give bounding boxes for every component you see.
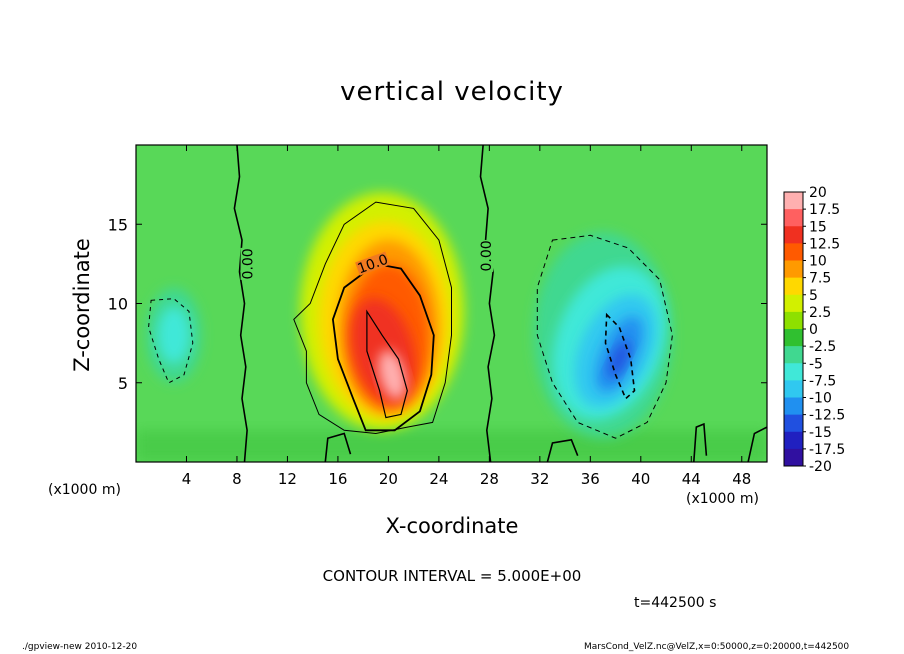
x-tick-label-28: 28 <box>480 470 499 488</box>
ground-contour-3 <box>693 422 708 462</box>
colorbar-swatch-12 <box>784 397 803 416</box>
x-tick-label-44: 44 <box>682 470 701 488</box>
colorbar-label-3: 12.5 <box>809 236 840 252</box>
contour-label-bg-1 <box>355 251 391 276</box>
colorbar-swatch-0 <box>784 192 803 210</box>
x-axis-label: X-coordinate <box>385 514 519 538</box>
contour-lines: 0.00 10.0 0.00 <box>148 145 767 462</box>
x-tick-label-20: 20 <box>379 470 398 488</box>
x-tick-label-16: 16 <box>328 470 347 488</box>
x-tick-label-48: 48 <box>732 470 751 488</box>
contour-15 <box>366 309 408 419</box>
ground-contour-2 <box>546 438 579 462</box>
colorbar-label-12: -10 <box>809 391 832 407</box>
ground-contour-4 <box>747 426 767 462</box>
colorbar-label-13: -12.5 <box>809 408 845 424</box>
contour-5 <box>293 201 452 435</box>
time-label: t=442500 s <box>634 595 717 611</box>
colorbar-swatch-8 <box>784 329 803 347</box>
colorbar-label-16: -20 <box>809 459 832 475</box>
y-tick-label-5: 5 <box>118 374 128 393</box>
contour-label-bg-0 <box>240 247 255 280</box>
y-axis: 5 10 15 <box>108 215 767 393</box>
colorbar-swatch-2 <box>784 226 803 244</box>
x-tick-label-40: 40 <box>631 470 650 488</box>
ground-contour-1 <box>324 432 352 462</box>
x-tick-label-4: 4 <box>182 470 192 488</box>
colorbar-swatch-7 <box>784 311 803 330</box>
y-axis-label: Z-coordinate <box>70 238 94 372</box>
contour-neg-left <box>148 298 194 384</box>
colorbar-label-5: 7.5 <box>809 271 831 287</box>
colorbar-swatch-13 <box>784 414 803 433</box>
x-tick-label-24: 24 <box>429 470 448 488</box>
x-unit-label-left: (x1000 m) <box>48 482 121 498</box>
zero-contour-left <box>233 145 248 462</box>
contour-neg-5 <box>536 234 673 439</box>
colorbar-swatch-6 <box>784 294 803 313</box>
contour-label-text-0: 0.00 <box>241 248 257 279</box>
x-tick-label-8: 8 <box>232 470 242 488</box>
x-tick-label-36: 36 <box>581 470 600 488</box>
zero-contour-right <box>479 145 496 462</box>
colorbar-swatch-5 <box>784 277 803 296</box>
colorbar-label-9: -2.5 <box>809 339 836 355</box>
colorbar-label-11: -7.5 <box>809 373 836 389</box>
contour-10 <box>331 262 435 432</box>
y-tick-label-10: 10 <box>108 295 128 314</box>
y-tick-label-15: 15 <box>108 215 128 234</box>
colorbar-label-2: 15 <box>809 219 827 235</box>
contour-label-bg-2 <box>479 239 494 272</box>
x-tick-label-32: 32 <box>530 470 549 488</box>
colorbar-label-4: 10 <box>809 254 827 270</box>
colorbar-label-7: 2.5 <box>809 305 831 321</box>
contour-interval: CONTOUR INTERVAL = 5.000E+00 <box>322 567 582 585</box>
colorbar-label-10: -5 <box>809 356 823 372</box>
colorbar-swatch-3 <box>784 243 803 261</box>
colorbar-swatch-15 <box>784 448 803 467</box>
contour-label-2: 0.00 <box>479 239 495 272</box>
colorbar-swatch-11 <box>784 380 803 398</box>
footer-left: ./gpview-new 2010-12-20 <box>22 642 138 652</box>
chart-title: vertical velocity <box>340 77 564 107</box>
colorbar-label-8: 0 <box>809 322 818 338</box>
field-lowlevel <box>136 430 767 462</box>
left-downdraft-core <box>157 306 191 364</box>
x-unit-label-right: (x1000 m) <box>686 491 759 507</box>
contour-label-text-2: 0.00 <box>479 240 495 271</box>
colorbar-label-15: -17.5 <box>809 442 845 458</box>
contour-label-0: 0.00 <box>240 247 257 280</box>
colorbar-label-0: 20 <box>809 185 827 201</box>
colorbar-swatch-9 <box>784 346 803 364</box>
x-axis: 4 8 12 16 20 24 28 32 36 40 44 48 <box>182 145 751 488</box>
x-tick-label-12: 12 <box>278 470 297 488</box>
colorbar-swatch-4 <box>784 260 803 279</box>
colorbar-swatch-10 <box>784 363 803 381</box>
contour-neg-10 <box>604 312 636 400</box>
footer-right: MarsCond_VelZ.nc@VelZ,x=0:50000,z=0:2000… <box>584 642 850 652</box>
colorbar-swatch-1 <box>784 209 803 227</box>
colorbar-swatch-14 <box>784 431 803 450</box>
colorbar-label-6: 5 <box>809 288 818 304</box>
colorbar-label-14: -15 <box>809 425 832 441</box>
colorbar-label-1: 17.5 <box>809 202 840 218</box>
